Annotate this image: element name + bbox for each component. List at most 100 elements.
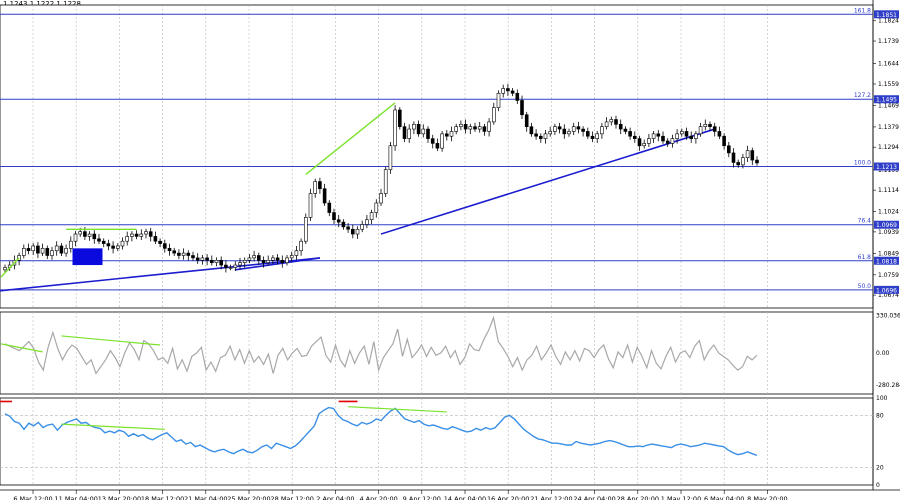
- stoch-y-tick-label: 100: [876, 395, 888, 402]
- candle-body: [69, 240, 73, 249]
- candle-body: [675, 133, 679, 139]
- candle-body: [745, 150, 750, 158]
- candle-body: [219, 259, 223, 266]
- fib-level-label: 61.8: [858, 254, 872, 261]
- candle-body: [50, 250, 54, 256]
- candle-body: [228, 267, 233, 269]
- x-tick-label: 21 Mar 04:00: [184, 495, 227, 500]
- candle-body: [332, 212, 336, 221]
- candle-body: [416, 123, 421, 135]
- candle-body: [661, 135, 665, 142]
- candle-body: [195, 257, 200, 261]
- candle-body: [623, 128, 628, 132]
- candle-body: [289, 255, 294, 259]
- candle-body: [374, 202, 379, 213]
- price-badge-label: 1.0696: [876, 287, 897, 294]
- candle-body: [397, 109, 402, 127]
- x-tick-label: 2 Apr 04:00: [316, 495, 354, 500]
- x-tick-label: 25 Mar 20:00: [227, 495, 270, 500]
- candle-body: [369, 212, 374, 221]
- candle-body: [576, 126, 581, 130]
- candle-body: [407, 128, 412, 139]
- candle-body: [393, 109, 397, 147]
- fib-level-label: 100.0: [854, 160, 871, 167]
- y-tick-label: 1.1469: [878, 102, 899, 109]
- candle-body: [628, 131, 632, 137]
- candle-body: [59, 245, 64, 254]
- candle-body: [172, 250, 176, 254]
- candle-body: [665, 140, 670, 144]
- candle-body: [365, 219, 369, 225]
- candle-body: [604, 121, 609, 127]
- candle-body: [308, 193, 313, 218]
- y-tick-label: 1.0674: [878, 292, 899, 299]
- candle-body: [548, 131, 553, 135]
- candle-body: [741, 157, 745, 166]
- candle-body: [214, 259, 219, 263]
- candle-body: [421, 128, 426, 135]
- candle-body: [144, 231, 148, 235]
- x-tick-label: 1 May 12:00: [661, 495, 701, 500]
- divergence-line-cci: [0, 343, 43, 353]
- candle-body: [271, 257, 275, 261]
- fib-level-label: 127.2: [854, 92, 871, 99]
- candle-body: [134, 233, 139, 237]
- divergence-line-main: [0, 257, 20, 278]
- support-trendline-long: [0, 257, 320, 292]
- candle-body: [327, 202, 332, 213]
- candle-body: [116, 245, 120, 249]
- candle-body: [703, 123, 708, 127]
- candle-body: [97, 238, 101, 242]
- candle-body: [755, 159, 759, 164]
- rising-trendline: [380, 128, 715, 235]
- candle-body: [731, 152, 736, 163]
- candle-body: [294, 250, 299, 256]
- candle-body: [426, 128, 430, 139]
- cci-y-tick-label: 330.0361: [876, 312, 900, 319]
- candle-body: [581, 128, 585, 132]
- y-tick-label: 1.0759: [878, 272, 899, 279]
- x-tick-label: 28 Mar 12:00: [270, 495, 313, 500]
- candle-body: [632, 135, 637, 139]
- candle-body: [167, 248, 172, 252]
- ohlc-header: 1.1243 1.1222 1.1228: [3, 0, 81, 8]
- candle-body: [679, 131, 684, 135]
- candle-body: [440, 133, 444, 149]
- candle-body: [501, 88, 506, 94]
- stoch-line: [4, 406, 758, 457]
- candle-body: [444, 133, 449, 137]
- y-tick-label: 1.1824: [878, 18, 899, 25]
- candle-body: [562, 128, 567, 135]
- price-badge-label: 1.1213: [876, 164, 897, 171]
- candle-body: [318, 181, 322, 190]
- candle-body: [412, 123, 416, 130]
- candle-body: [463, 123, 468, 130]
- candle-body: [637, 138, 642, 147]
- candle-body: [21, 248, 26, 256]
- candle-body: [726, 145, 731, 154]
- price-badge: [874, 256, 899, 265]
- candle-body: [78, 231, 82, 235]
- candle-body: [111, 245, 115, 249]
- candle-body: [510, 90, 515, 94]
- highlight-box: [72, 248, 103, 266]
- candle-body: [553, 126, 557, 132]
- x-tick-label: 11 Mar 04:00: [54, 495, 97, 500]
- x-tick-label: 16 Apr 20:00: [487, 495, 529, 500]
- x-tick-label: 14 Apr 04:00: [444, 495, 486, 500]
- candle-body: [473, 126, 477, 130]
- x-tick-label: 4 Apr 20:00: [359, 495, 397, 500]
- divergence-line-main: [305, 102, 396, 175]
- y-tick-label: 1.1559: [878, 81, 899, 88]
- candle-body: [618, 123, 623, 130]
- cci-y-tick-label: 0.00: [876, 350, 890, 357]
- candle-body: [520, 100, 524, 116]
- candle-body: [299, 240, 303, 252]
- candle-body: [684, 131, 689, 137]
- x-tick-label: 6 May 04:00: [704, 495, 744, 500]
- fib-level-label: 50.0: [858, 283, 872, 290]
- candle-body: [256, 255, 261, 261]
- x-tick-label: 24 Apr 04:00: [573, 495, 615, 500]
- candle-body: [585, 131, 590, 137]
